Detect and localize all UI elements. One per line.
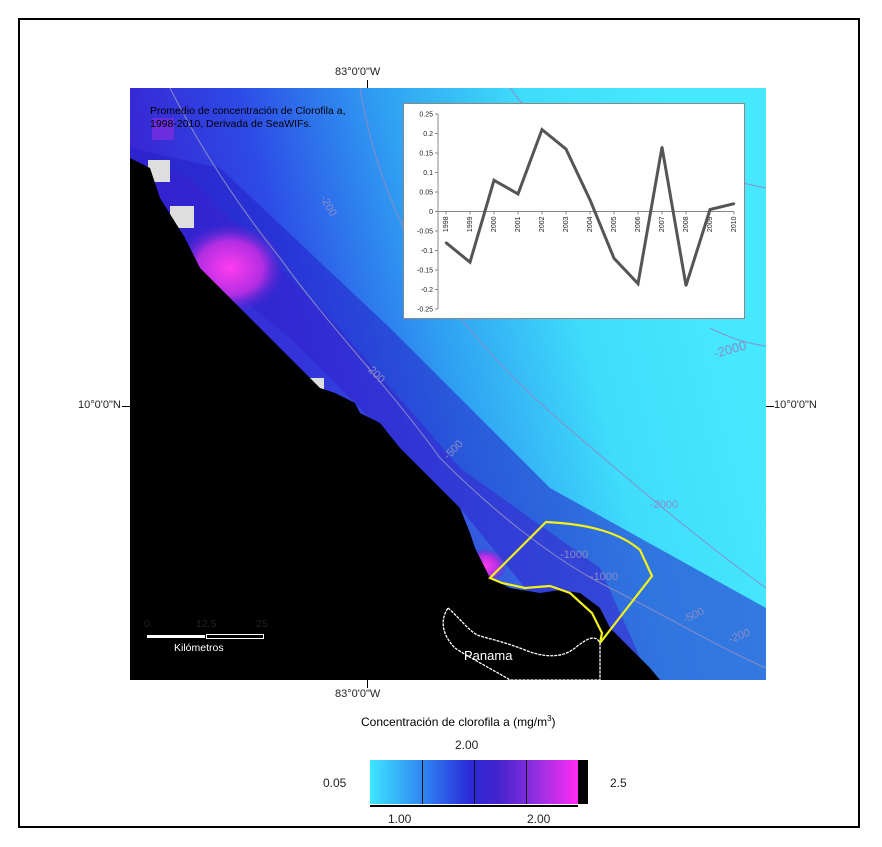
scale-unit: Kilómetros: [174, 642, 224, 654]
colorbar-divider: [474, 760, 475, 804]
colorbar-baseline: [370, 805, 578, 807]
x-tick-label: 2002: [539, 216, 546, 232]
data-point: [684, 284, 688, 287]
lat-tick-left: [122, 406, 130, 407]
lat-label-left: 10°0'0"N: [78, 399, 121, 411]
data-point: [516, 192, 520, 196]
data-point: [732, 202, 736, 205]
study-area-polygon: [488, 520, 654, 644]
y-tick-label: -0.25: [417, 307, 433, 314]
legend-label-bottom-2: 2.00: [527, 812, 551, 826]
legend-title-sup: 3: [547, 714, 552, 723]
x-tick-label: 1998: [443, 216, 450, 232]
x-tick-label: 2006: [635, 216, 642, 232]
scale-tick-25: 25: [256, 618, 268, 630]
map-title-line-2: 1998-2010, Derivada de SeaWIFs.: [150, 118, 312, 130]
land-mass: [130, 158, 660, 680]
x-tick-label: 2001: [515, 216, 522, 232]
scale-tick-12-5: 12.5: [196, 618, 217, 630]
contour-label: -1000: [590, 571, 618, 583]
colorbar-divider: [526, 760, 527, 804]
inset-chart-svg: 0.25 0.2 0.15 0.1 0.05 0 -0.05 -0.1 -0.15 -0.2 -0.…: [417, 112, 738, 314]
x-tick-label: 2010: [731, 216, 738, 232]
legend-label-max: 2.5: [610, 776, 627, 790]
y-tick-label: -0.2: [421, 287, 433, 294]
data-point: [660, 145, 664, 149]
y-tick-label: 0: [429, 209, 433, 216]
data-point: [588, 198, 592, 201]
y-tick-label: -0.15: [417, 268, 433, 275]
scale-segment-2: [206, 634, 264, 639]
x-tick-label: 2005: [611, 216, 618, 232]
nodata-pixel: [148, 160, 170, 182]
colorbar-end-cap: [578, 760, 588, 804]
data-point: [444, 241, 448, 244]
data-point: [636, 282, 640, 285]
lon-tick-bottom: [367, 680, 368, 688]
data-point: [492, 179, 496, 182]
x-tick-label: 1999: [467, 216, 474, 232]
y-tick-label: 0.2: [423, 131, 433, 138]
data-point: [540, 128, 544, 131]
legend-label-min: 0.05: [323, 776, 347, 790]
y-tick-label: 0.25: [419, 112, 433, 119]
series-line: [445, 127, 735, 287]
legend-title-text: Concentración de clorofila a (mg/m: [361, 715, 548, 729]
legend-label-bottom-1: 1.00: [388, 812, 412, 826]
map-title: Promedio de concentración de Clorofila a…: [150, 105, 410, 131]
contour-label: -1000: [560, 549, 588, 561]
x-tick-label: 2007: [659, 216, 666, 232]
lat-tick-right: [766, 406, 774, 407]
data-point: [612, 257, 616, 260]
scale-segment-1: [146, 634, 206, 639]
pixel-block: [152, 118, 174, 140]
inset-chart: 0.25 0.2 0.15 0.1 0.05 0 -0.05 -0.1 -0.15 -0.2 -0.…: [403, 103, 745, 319]
y-tick-label: -0.05: [417, 229, 433, 236]
lon-tick-top: [367, 80, 368, 88]
y-tick-label: 0.15: [419, 151, 433, 158]
data-point: [564, 147, 568, 151]
map-title-line-1: Promedio de concentración de Clorofila a…: [150, 105, 346, 117]
data-point: [708, 208, 712, 211]
place-label-panama: Panama: [464, 648, 513, 663]
data-point: [468, 261, 472, 264]
colorbar-divider: [422, 760, 423, 804]
x-tick-label: 2000: [491, 216, 498, 232]
legend-title: Concentración de clorofila a (mg/m3): [361, 714, 556, 729]
lat-label-right: 10°0'0"N: [774, 399, 817, 411]
x-tick-label: 2009: [707, 216, 714, 232]
scale-tick-0: 0: [144, 618, 150, 630]
legend-title-close: ): [551, 715, 556, 729]
contour-label: -2000: [650, 499, 678, 511]
legend-label-top: 2.00: [455, 738, 479, 752]
y-tick-label: 0.1: [423, 170, 433, 177]
x-tick-label: 2008: [683, 216, 690, 232]
y-tick-label: 0.05: [419, 190, 433, 197]
x-tick-label: 2003: [563, 216, 570, 232]
y-tick-label: -0.1: [421, 248, 433, 255]
x-tick-label: 2004: [587, 216, 594, 232]
lon-label-top: 83°0'0"W: [335, 66, 381, 78]
panama-outline: [442, 607, 601, 680]
lon-label-bottom: 83°0'0"W: [335, 688, 381, 700]
nodata-pixel: [170, 206, 194, 228]
